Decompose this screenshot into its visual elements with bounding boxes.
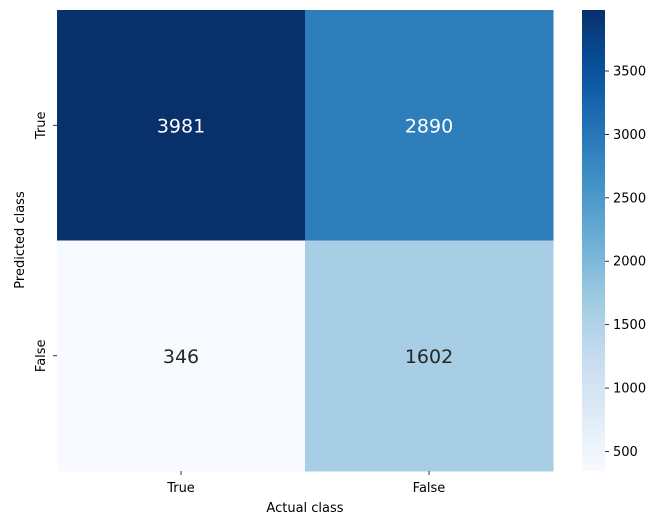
colorbar-ticks: 500 1000 1500 2000 2500 3000 3500: [605, 65, 646, 460]
y-tick-label: True: [34, 111, 49, 140]
colorbar-tick-label: 2000: [613, 255, 646, 270]
heatmap-cell: [305, 240, 554, 472]
y-axis-label: Predicted class: [13, 191, 28, 289]
colorbar-tick-label: 3500: [613, 65, 646, 80]
colorbar-tick-label: 1500: [613, 318, 646, 333]
cell-value-label: 2890: [405, 115, 453, 137]
colorbar-tick-label: 2500: [613, 191, 646, 206]
cell-value-label: 1602: [405, 346, 453, 368]
colorbar-tick-label: 500: [613, 445, 638, 460]
x-axis-ticks: True False: [166, 471, 445, 496]
y-axis-ticks: True False: [34, 111, 57, 372]
y-tick-label: False: [34, 339, 49, 372]
x-tick-label: False: [413, 481, 446, 496]
cell-value-label: 346: [163, 346, 199, 368]
colorbar: [582, 10, 605, 471]
colorbar-tick-label: 3000: [613, 128, 646, 143]
x-tick-label: True: [166, 481, 195, 496]
colorbar-tick-label: 1000: [613, 382, 646, 397]
heatmap-cells: [57, 10, 554, 472]
heatmap-cell: [57, 240, 306, 472]
x-axis-label: Actual class: [266, 501, 343, 516]
heatmap-cell: [57, 10, 306, 241]
heatmap-cell: [305, 10, 554, 241]
cell-value-labels: 3981 2890 346 1602: [157, 115, 453, 368]
cell-value-label: 3981: [157, 115, 205, 137]
